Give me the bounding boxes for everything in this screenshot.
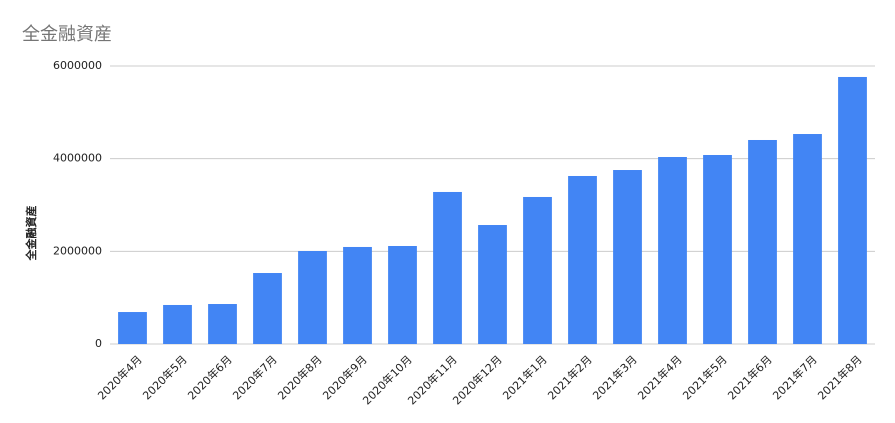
bar [298,251,327,344]
x-tick-label: 2021年4月 [635,352,685,402]
x-tick-label: 2020年8月 [275,352,325,402]
bar [658,156,687,344]
bar [253,273,282,344]
bar [478,225,507,344]
bar [433,191,462,344]
y-axis-label: 全金融資産 [24,206,38,262]
chart-title: 全金融資産 [22,24,112,45]
x-tick-label: 2021年2月 [545,352,595,402]
bar [748,139,777,344]
y-tick-label: 4000000 [53,152,102,165]
bar [118,312,147,344]
x-tick-label: 2021年3月 [590,352,640,402]
x-tick-label: 2021年8月 [815,352,865,402]
x-tick-label: 2021年1月 [500,352,550,402]
bar [703,155,732,344]
y-tick-label: 6000000 [53,59,102,72]
x-tick-label: 2021年5月 [680,352,730,402]
y-tick-label: 0 [95,337,102,350]
bar [343,246,372,344]
x-tick-label: 2021年7月 [770,352,820,402]
x-tick-label: 2020年6月 [185,352,235,402]
bar [388,246,417,344]
bar [208,304,237,344]
bar [838,76,867,344]
x-tick-label: 2021年6月 [725,352,775,402]
x-tick-label: 2020年5月 [140,352,190,402]
x-tick-label: 2020年4月 [95,352,145,402]
y-tick-label: 2000000 [53,244,102,257]
bar [163,304,192,344]
bar [568,175,597,344]
x-tick-label: 2020年7月 [230,352,280,402]
bar [793,134,822,344]
bar [523,196,552,344]
bar [613,170,642,344]
